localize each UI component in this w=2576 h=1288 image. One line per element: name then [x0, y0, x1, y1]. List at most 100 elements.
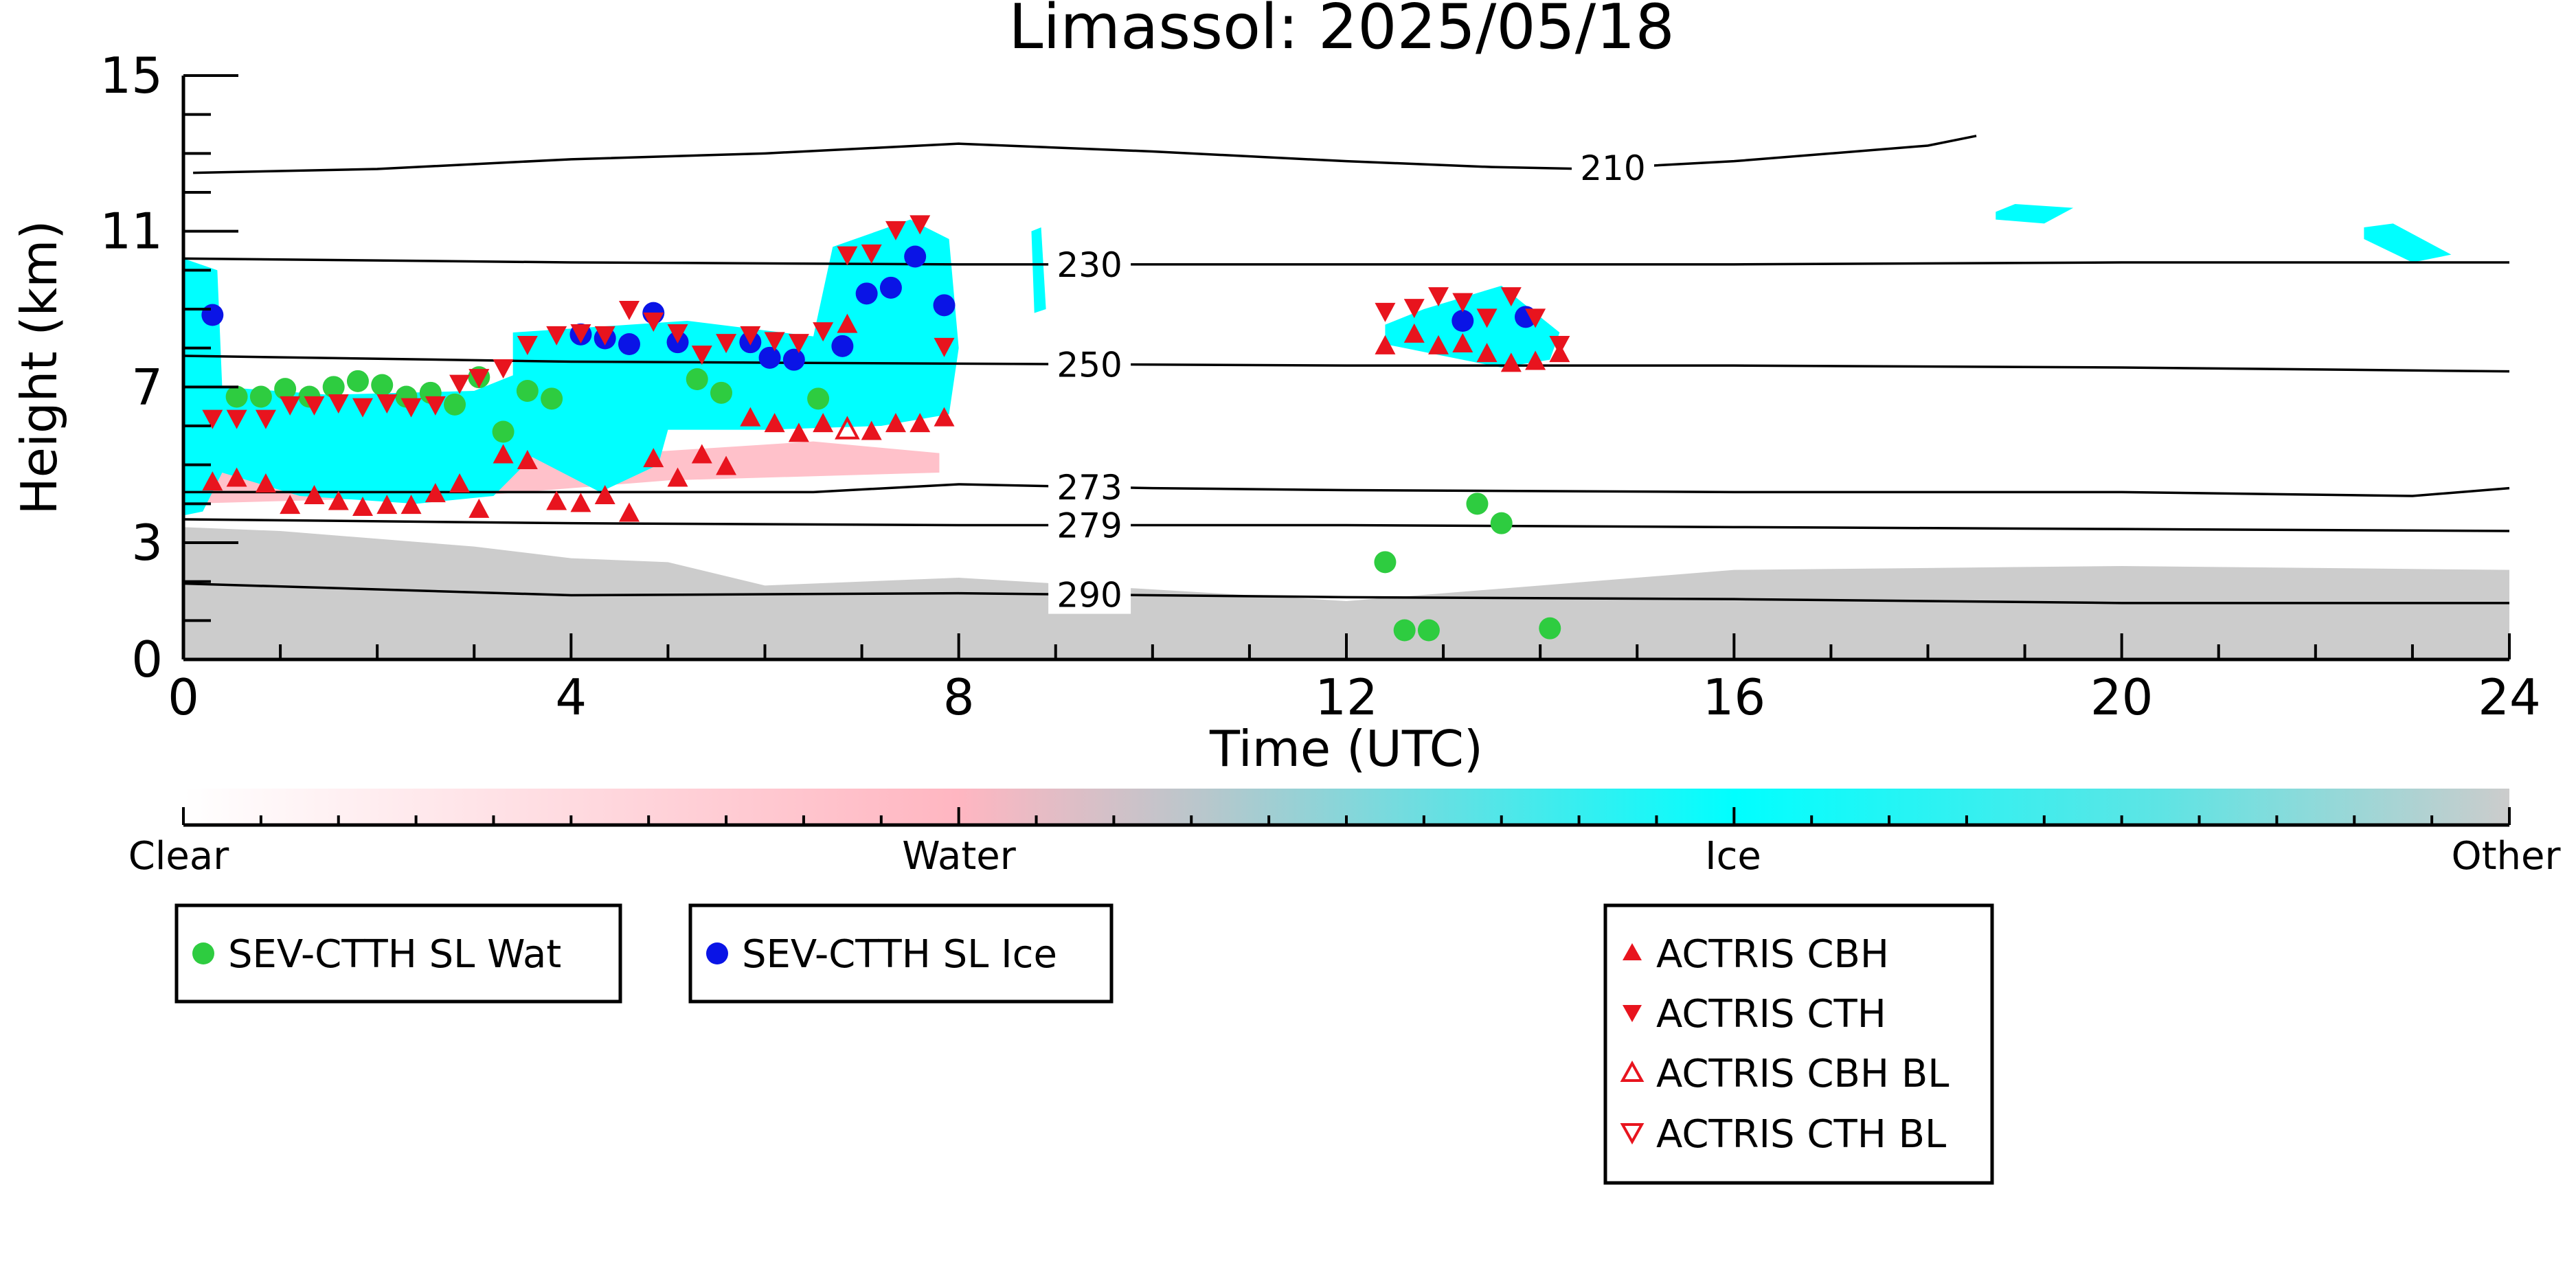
marker-sev-ctth-sl-ice: [904, 245, 927, 268]
y-tick-label: 11: [100, 203, 163, 260]
legend-box-ice: SEV-CTTH SL Ice: [688, 903, 1114, 1004]
marker-actris-cth: [716, 334, 737, 354]
marker-sev-ctth-sl-wat: [322, 376, 345, 398]
marker-actris-cth: [517, 336, 538, 355]
x-tick-label: 0: [168, 668, 199, 726]
ice-cloud-region-1: [1385, 286, 1560, 368]
isotherm-290: [183, 582, 2509, 605]
marker-actris-cbh: [517, 450, 538, 469]
marker-actris-cbh: [226, 467, 247, 487]
marker-actris-cbh: [202, 471, 223, 491]
legend: SEV-CTTH SL Wat SEV-CTTH SL Ice ACTRIS C…: [174, 903, 1994, 1185]
legend-box-actris: ACTRIS CBH ACTRIS CTH ACTRIS CBH BL ACTR…: [1603, 903, 1994, 1185]
marker-sev-ctth-sl-ice: [758, 346, 781, 369]
marker-actris-cth: [304, 396, 325, 416]
marker-actris-cbh: [837, 313, 858, 333]
isotherm-label-bg-250: [1048, 345, 1131, 384]
marker-sev-ctth-sl-wat: [1374, 551, 1397, 574]
marker-actris-cth: [861, 244, 882, 264]
marker-actris-cbh: [1428, 335, 1449, 354]
marker-actris-cbh: [1403, 323, 1425, 343]
marker-actris-cbh: [280, 495, 301, 515]
isotherm-label-210: 210: [1580, 148, 1645, 188]
legend-marker-cth-bl: [1620, 1123, 1645, 1145]
isotherm-label-230: 230: [1057, 245, 1122, 285]
x-axis-label: Time (UTC): [1209, 720, 1483, 778]
marker-actris-cth: [813, 322, 834, 342]
marker-actris-cth: [493, 359, 514, 379]
marker-sev-ctth-sl-wat: [249, 385, 272, 408]
marker-actris-cbh: [934, 407, 955, 427]
marker-actris-cbh: [691, 444, 712, 464]
colorbar-label-water: Water: [902, 834, 1017, 879]
marker-sev-ctth-sl-ice: [855, 282, 878, 305]
marker-actris-cth: [570, 324, 591, 343]
marker-actris-cbh: [1525, 350, 1546, 370]
marker-actris-cth: [449, 374, 471, 394]
marker-actris-cth: [1549, 336, 1570, 355]
isotherm-label-bg-210: [1571, 148, 1654, 188]
colorbar-label-other: Other: [2451, 834, 2561, 879]
marker-actris-cbh: [861, 420, 882, 440]
marker-actris-cth: [1403, 299, 1425, 319]
marker-sev-ctth-sl-ice: [1451, 310, 1474, 332]
marker-actris-cth: [1375, 302, 1396, 322]
isotherm-210: [193, 135, 1977, 174]
x-tick-label: 16: [1703, 668, 1766, 726]
isotherm-label-279: 279: [1057, 506, 1122, 546]
marker-sev-ctth-sl-wat: [541, 387, 563, 410]
marker-sev-ctth-sl-wat: [686, 368, 708, 390]
marker-actris-cth: [909, 215, 931, 235]
marker-sev-ctth-sl-wat: [444, 393, 466, 416]
legend-marker-cth: [1623, 1005, 1642, 1022]
marker-actris-cth: [226, 409, 247, 429]
marker-sev-ctth-sl-wat: [1393, 619, 1416, 642]
colorbar-label-ice: Ice: [1705, 834, 1761, 879]
isotherm-label-bg-230: [1048, 245, 1131, 284]
marker-actris-cth: [643, 313, 664, 332]
marker-actris-cbh: [788, 422, 809, 442]
ice-cloud-region-0: [183, 219, 959, 516]
y-tick-label: 0: [131, 631, 163, 688]
marker-actris-cth: [934, 337, 955, 357]
marker-actris-cbh: [594, 485, 615, 504]
marker-actris-cth: [202, 409, 223, 429]
marker-actris-cbh: [400, 495, 422, 515]
marker-actris-cbh: [764, 413, 785, 433]
isotherm-label-250: 250: [1057, 345, 1122, 385]
legend-marker-ice: [706, 942, 728, 964]
marker-actris-cth: [352, 398, 374, 418]
marker-actris-cbh: [304, 485, 325, 504]
marker-sev-ctth-sl-ice: [201, 304, 224, 326]
marker-actris-cbh: [885, 413, 906, 433]
marker-actris-cbh: [643, 448, 664, 468]
marker-actris-cbh: [468, 498, 490, 518]
ice-cloud-region-2: [1031, 227, 1046, 313]
y-tick-label: 3: [131, 514, 163, 572]
legend-marker-cbh-bl: [1620, 1060, 1645, 1082]
marker-sev-ctth-sl-ice: [933, 294, 956, 317]
marker-actris-cbh: [376, 495, 398, 515]
marker-actris-cth: [594, 326, 615, 346]
y-tick-label: 15: [100, 47, 163, 104]
ice-cloud-region-3: [1996, 204, 2074, 224]
marker-actris-cbh: [813, 413, 834, 433]
marker-actris-cbh: [740, 407, 761, 427]
legend-label-wat: SEV-CTTH SL Wat: [228, 932, 561, 977]
marker-actris-cth: [255, 409, 276, 429]
marker-sev-ctth-sl-wat: [516, 380, 539, 402]
marker-sev-ctth-sl-wat: [1539, 617, 1561, 640]
colorbar-ticks: [182, 807, 2511, 825]
marker-actris-cth: [280, 396, 301, 416]
marker-actris-cbh: [716, 455, 737, 475]
marker-actris-cbh-bl: [835, 416, 860, 440]
marker-actris-cbh: [570, 493, 591, 512]
marker-actris-cth: [328, 394, 349, 414]
isotherm-279: [183, 518, 2510, 532]
isotherm-label-290: 290: [1057, 576, 1122, 615]
x-tick-label: 20: [2090, 668, 2154, 726]
marker-actris-cbh: [425, 483, 446, 503]
marker-sev-ctth-sl-wat: [346, 370, 369, 392]
